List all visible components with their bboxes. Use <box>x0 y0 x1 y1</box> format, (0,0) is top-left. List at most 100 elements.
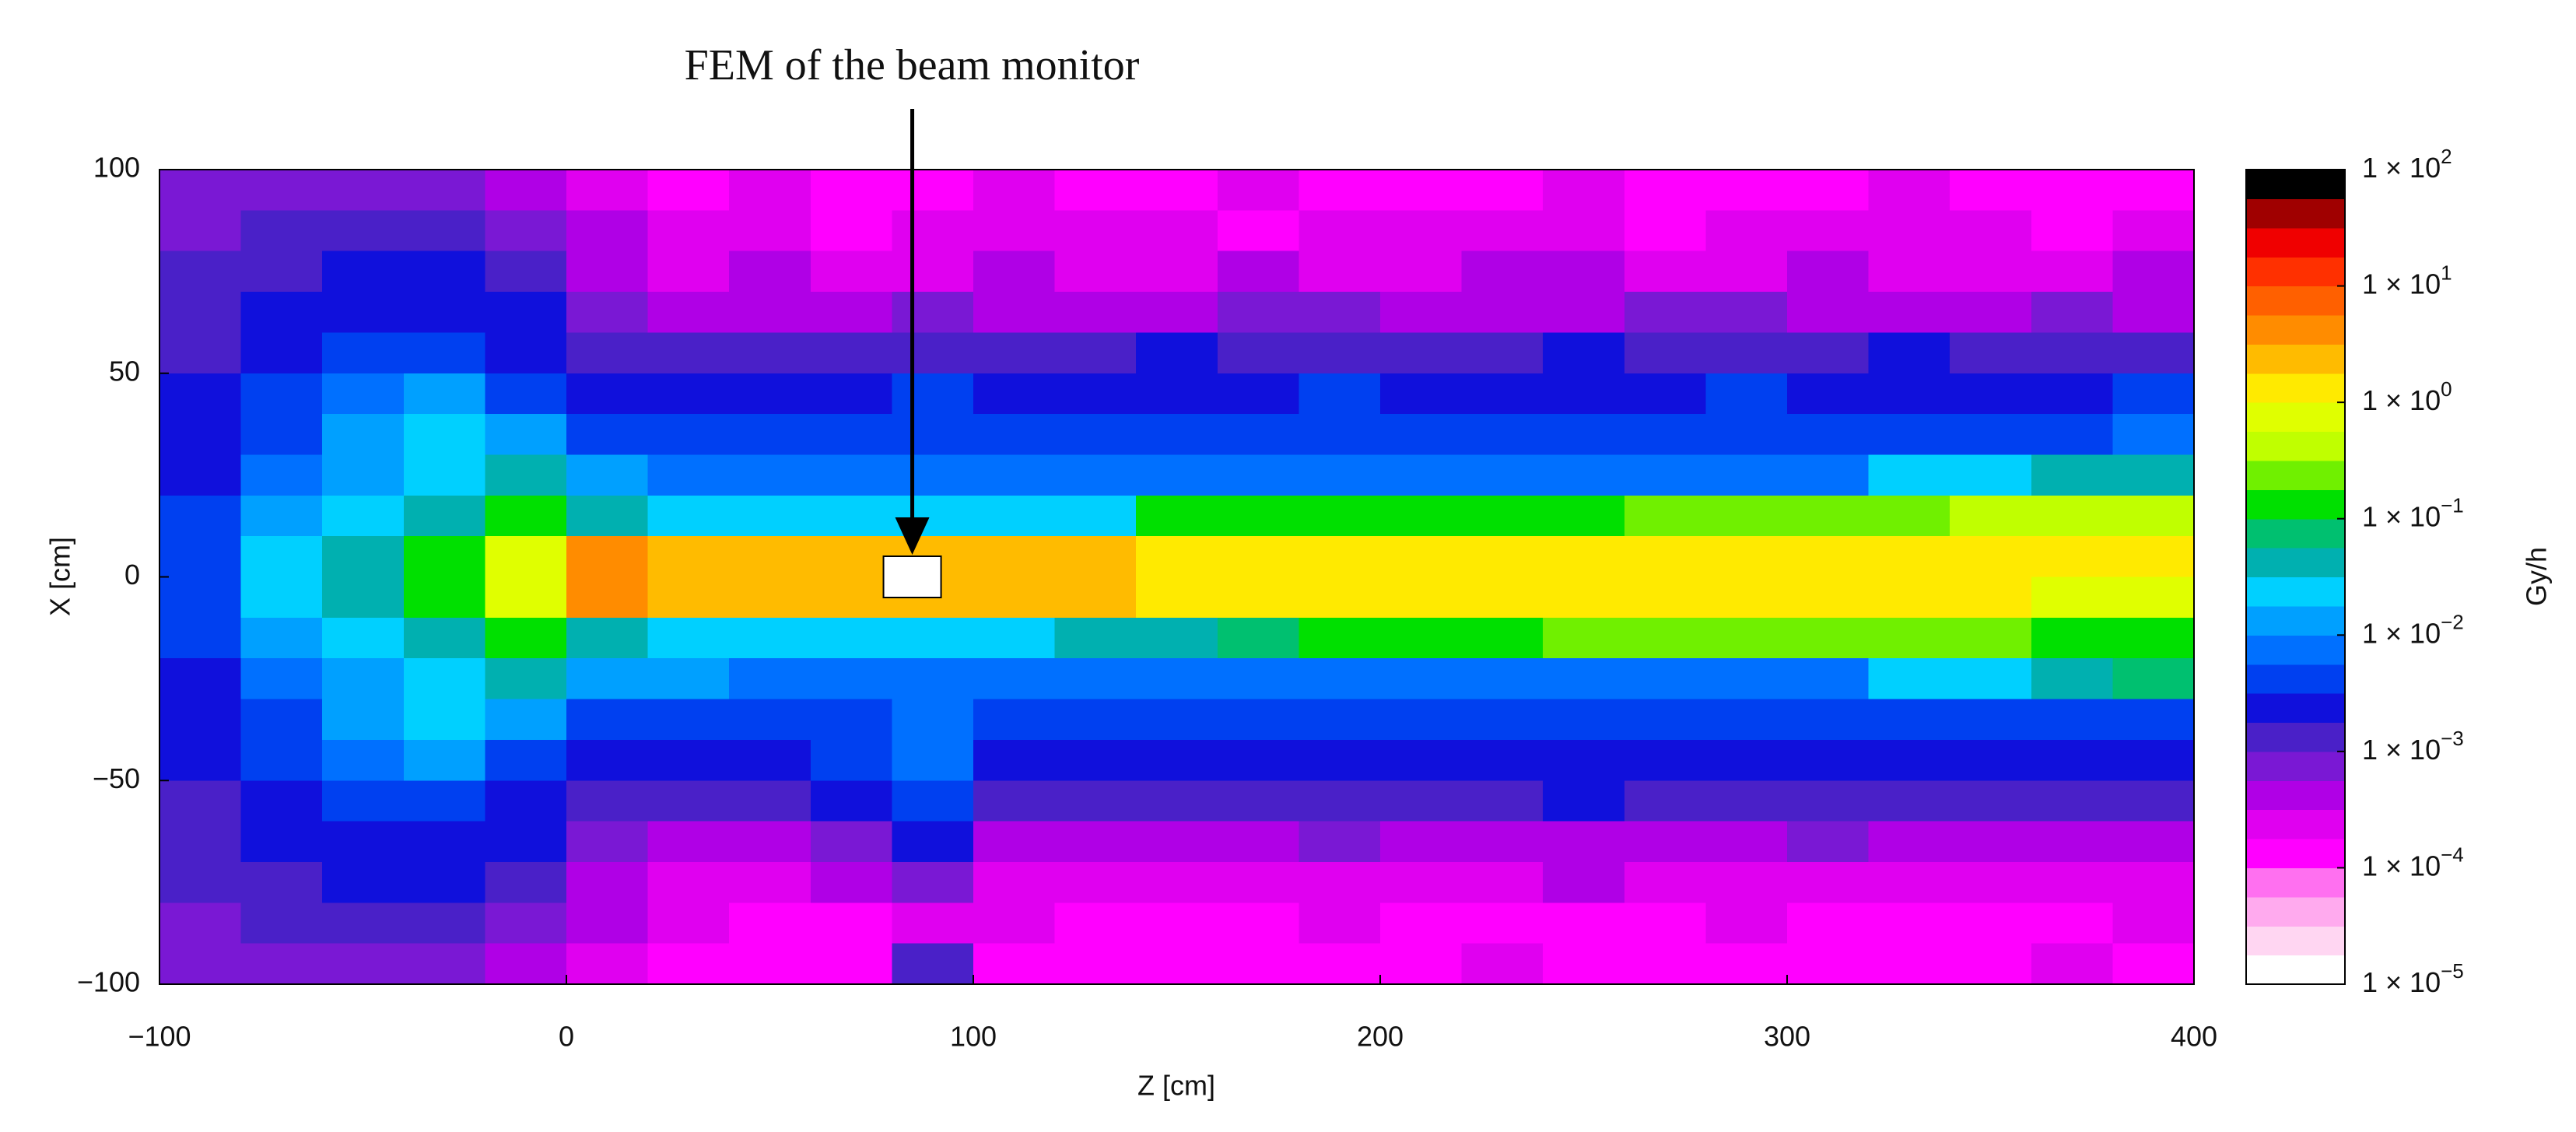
colorbar-band <box>2246 605 2345 636</box>
heatmap-cell <box>1217 699 1299 741</box>
heatmap-cell <box>403 658 485 700</box>
heatmap-cell <box>1950 251 2032 293</box>
heatmap-cell <box>485 861 567 903</box>
heatmap-cell <box>973 373 1056 415</box>
colorbar-tick-base: 1 × 10 <box>2362 500 2441 532</box>
colorbar-band <box>2246 373 2345 403</box>
heatmap-cell <box>1461 332 1544 374</box>
heatmap-cell <box>1624 210 1706 252</box>
heatmap-cell <box>322 943 405 985</box>
heatmap-cell <box>1624 292 1706 333</box>
heatmap-cell <box>1380 251 1463 293</box>
heatmap-cell <box>1299 495 1381 537</box>
heatmap-cell <box>322 821 405 863</box>
heatmap-cell <box>1705 739 1788 781</box>
heatmap-cell <box>1787 658 1870 700</box>
heatmap-cell <box>729 699 811 741</box>
heatmap-cell <box>1461 658 1544 700</box>
heatmap-cell <box>810 170 892 211</box>
heatmap-cell <box>1787 454 1870 496</box>
heatmap-cell <box>1787 536 1870 578</box>
heatmap-cell <box>322 739 405 781</box>
heatmap-cell <box>973 739 1056 781</box>
heatmap-cell <box>2031 617 2113 659</box>
heatmap-cell <box>1950 617 2032 659</box>
colorbar-band <box>2246 693 2345 724</box>
colorbar-tick-base: 1 × 10 <box>2362 966 2441 998</box>
heatmap-cell <box>2031 739 2113 781</box>
heatmap-cell <box>240 739 323 781</box>
colorbar-band <box>2246 722 2345 752</box>
heatmap-cell <box>647 210 730 252</box>
heatmap-cell <box>322 251 405 293</box>
heatmap-cell <box>566 943 649 985</box>
heatmap-cell <box>647 780 730 822</box>
heatmap-cell <box>1624 821 1706 863</box>
heatmap-cell <box>1624 332 1706 374</box>
heatmap-cell <box>1624 251 1706 293</box>
heatmap-cell <box>1705 699 1788 741</box>
heatmap-cell <box>1543 495 1625 537</box>
heatmap-cell <box>1543 861 1625 903</box>
heatmap-cell <box>1299 821 1381 863</box>
heatmap-cell <box>240 658 323 700</box>
heatmap-cell <box>1543 739 1625 781</box>
heatmap-cell <box>810 292 892 333</box>
heatmap-cell <box>2031 373 2113 415</box>
heatmap-cell <box>1868 617 1950 659</box>
heatmap-cell <box>1950 536 2032 578</box>
heatmap-cell <box>1461 861 1544 903</box>
heatmap-cell <box>1624 739 1706 781</box>
heatmap-cell <box>1217 902 1299 945</box>
heatmap-cell <box>2031 577 2113 619</box>
heatmap-cell <box>1868 861 1950 903</box>
heatmap-cell <box>1136 210 1218 252</box>
heatmap-cell <box>1136 902 1218 945</box>
heatmap-cell <box>2112 943 2195 985</box>
heatmap-cell <box>485 251 567 293</box>
heatmap-cell <box>566 292 649 333</box>
heatmap-cell <box>1868 292 1950 333</box>
heatmap-cell <box>1868 577 1950 619</box>
heatmap-cell <box>1624 170 1706 211</box>
heatmap-cell <box>729 658 811 700</box>
heatmap-cell <box>240 210 323 252</box>
heatmap-cell <box>1054 780 1137 822</box>
heatmap-cell <box>485 210 567 252</box>
heatmap-cell <box>159 577 242 619</box>
heatmap-cell <box>810 861 892 903</box>
heatmap-cell <box>647 739 730 781</box>
heatmap-cell <box>647 577 730 619</box>
heatmap-cell <box>2112 861 2195 903</box>
heatmap-cell <box>2112 170 2195 211</box>
heatmap-cell <box>1624 699 1706 741</box>
heatmap-cell <box>322 536 405 578</box>
heatmap-cell <box>973 495 1056 537</box>
heatmap-cell <box>2031 861 2113 903</box>
annotation-marker <box>882 555 942 598</box>
colorbar-tick-exponent: 2 <box>2441 145 2452 168</box>
heatmap-cell <box>1299 699 1381 741</box>
x-axis-label: Z [cm] <box>1137 1070 1215 1102</box>
colorbar-band <box>2246 286 2345 316</box>
heatmap-cell <box>322 454 405 496</box>
heatmap-cell <box>1868 739 1950 781</box>
heatmap-cell <box>2031 454 2113 496</box>
heatmap-cell <box>566 821 649 863</box>
y-tick-label: 100 <box>93 152 140 184</box>
heatmap-cell <box>1461 170 1544 211</box>
heatmap-cell <box>1461 373 1544 415</box>
heatmap-cell <box>2031 780 2113 822</box>
heatmap-cell <box>1054 577 1137 619</box>
heatmap-cell <box>240 821 323 863</box>
heatmap-cell <box>1868 821 1950 863</box>
heatmap-cell <box>403 577 485 619</box>
heatmap-cell <box>1461 210 1544 252</box>
heatmap-cell <box>1705 821 1788 863</box>
colorbar-tick-exponent: 1 <box>2441 261 2452 284</box>
x-tick-label: 400 <box>2171 1021 2217 1053</box>
heatmap-cell <box>1054 821 1137 863</box>
heatmap-cell <box>1461 414 1544 456</box>
heatmap-cell <box>647 454 730 496</box>
heatmap-cell <box>403 292 485 333</box>
